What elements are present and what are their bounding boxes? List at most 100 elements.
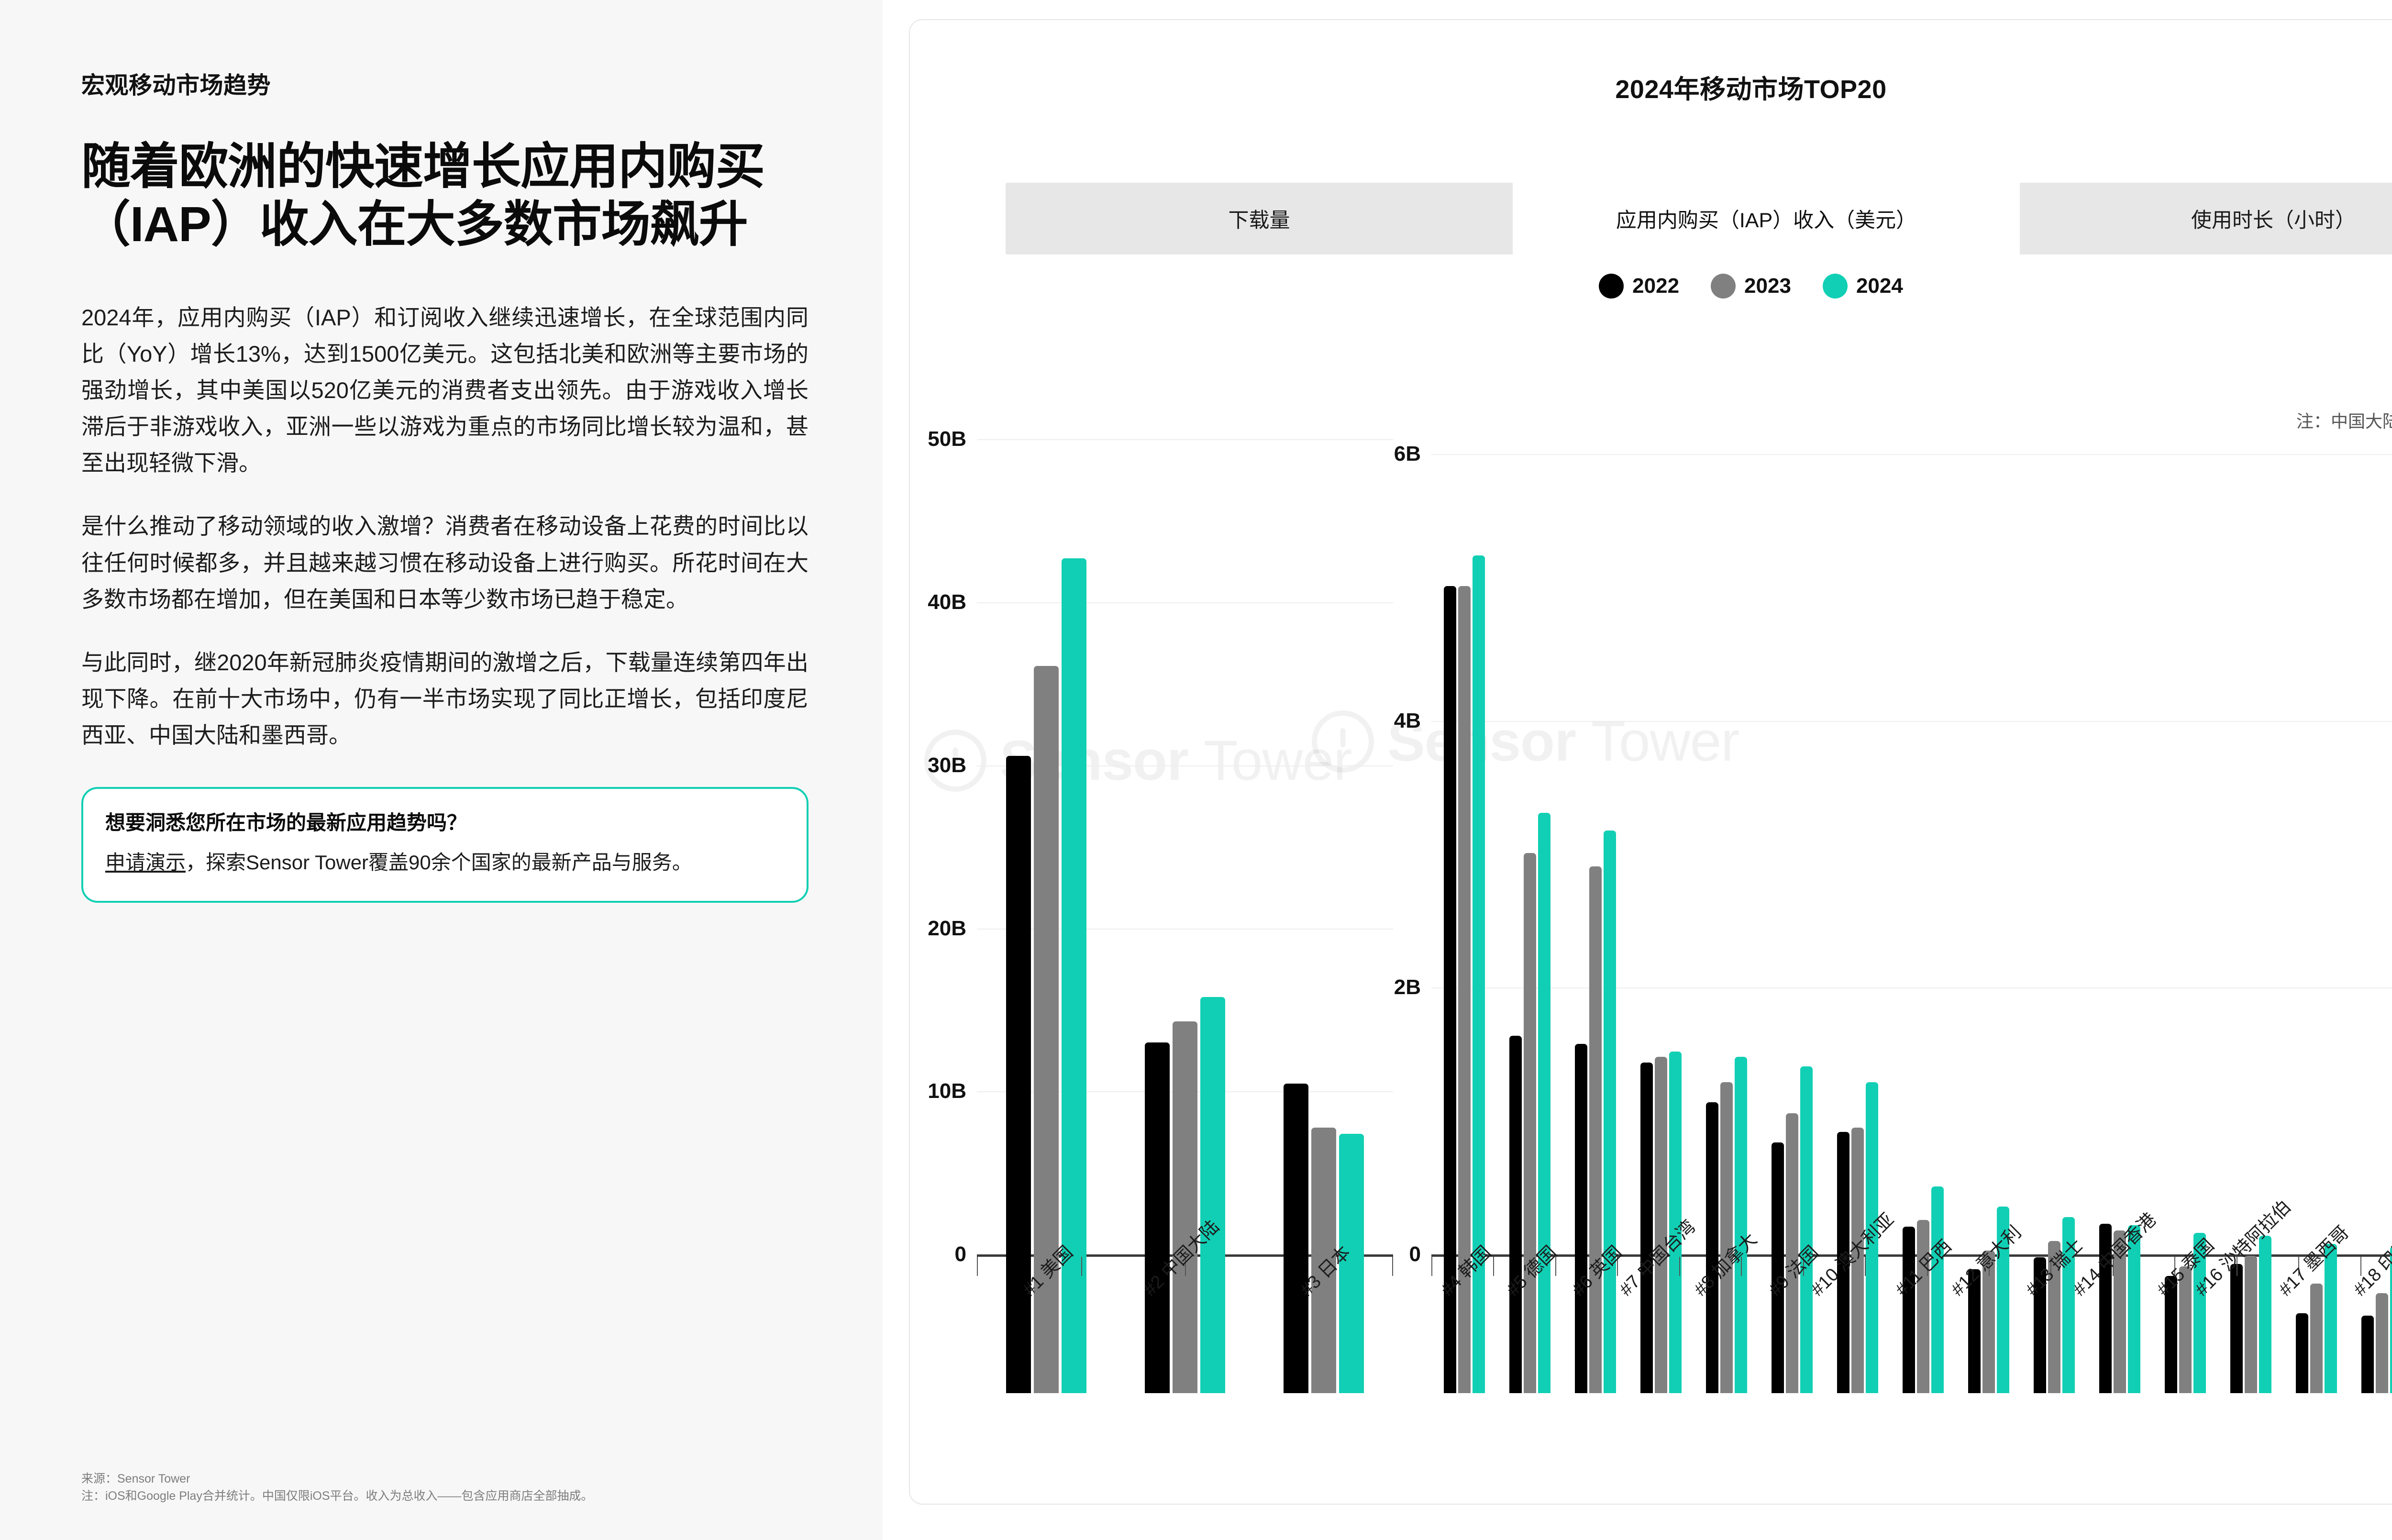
y-axis-tick-label: 2B (1394, 975, 1421, 999)
body-paragraph-3: 与此同时，继2020年新冠肺炎疫情期间的激增之后，下载量连续第四年出现下降。在前… (81, 649, 808, 748)
bar-2022[interactable] (1902, 1226, 1915, 1393)
gridline (1431, 720, 2392, 722)
request-demo-link[interactable]: 申请演示 (105, 851, 186, 874)
x-label-slot: #10 澳大利亚 (1807, 1209, 1898, 1393)
x-axis-tick (1617, 1257, 1679, 1276)
bar-2022[interactable] (1968, 1269, 1981, 1393)
bar-2023[interactable] (1523, 853, 1536, 1393)
cta-box: 想要洞悉您所在市场的最新应用趋势吗？ 申请演示，探索Sensor Tower覆盖… (81, 787, 808, 903)
x-axis-tick (1493, 1257, 1555, 1276)
legend-item-2023: 2023 (1711, 274, 1791, 299)
bar-2022[interactable] (1837, 1131, 1849, 1393)
bar-2024[interactable] (1603, 830, 1616, 1393)
x-label-slot: #12 意大利 (1948, 1222, 2026, 1393)
bar-2023[interactable] (1311, 1127, 1336, 1393)
bar-group (1956, 513, 2022, 1393)
bar-group (2349, 513, 2392, 1393)
chart-note: 注：中国大陆指标仅包含iOS。 (2296, 411, 2392, 431)
body-paragraph-2: 是什么推动了移动领域的收入激增？消费者在移动设备上花费的时间比以往任何时候都多，… (81, 513, 808, 612)
xlabels-top3: #1 美国 #2 中国大陆 #3 日本 (977, 1217, 1393, 1393)
bar-2024[interactable] (2259, 1236, 2272, 1393)
bar-2024[interactable] (1472, 555, 1485, 1393)
bar-2024[interactable] (2062, 1217, 2075, 1393)
bar-2022[interactable] (1006, 755, 1031, 1393)
bar-2022[interactable] (1284, 1083, 1308, 1393)
x-axis-tick (1679, 1257, 1741, 1276)
bar-2023[interactable] (1785, 1113, 1798, 1393)
bar-2024[interactable] (2128, 1225, 2141, 1393)
bar-2024[interactable] (1734, 1057, 1747, 1393)
bar-2022[interactable] (2296, 1313, 2309, 1393)
x-axis-tick (1289, 1257, 1394, 1276)
bar-2024[interactable] (1200, 997, 1225, 1393)
methodology-note: 注：iOS和Google Play合并统计。中国仅限iOS平台。收入为总收入——… (81, 1489, 593, 1503)
bar-2022[interactable] (2230, 1263, 2243, 1393)
y-axis-tick-label: 0 (954, 1242, 966, 1266)
bar-2022[interactable] (1640, 1062, 1653, 1393)
x-axis-tick (1081, 1257, 1185, 1276)
bar-2023[interactable] (2048, 1241, 2061, 1393)
bar-2022[interactable] (2034, 1257, 2047, 1393)
bar-group (1890, 513, 1956, 1393)
bar-2024[interactable] (2193, 1233, 2206, 1393)
tab-time-spent[interactable]: 使用时长（小时） (2020, 183, 2392, 255)
bar-2022[interactable] (1443, 586, 1456, 1393)
bar-2022[interactable] (1145, 1042, 1170, 1393)
bar-2023[interactable] (1034, 666, 1059, 1393)
bar-group (1694, 513, 1759, 1393)
bar-2024[interactable] (1339, 1134, 1364, 1393)
bar-2023[interactable] (1720, 1082, 1733, 1393)
x-axis-tick (1185, 1257, 1289, 1276)
bar-2024[interactable] (2390, 1246, 2392, 1393)
bar-2022[interactable] (1771, 1142, 1784, 1393)
x-axis-tick (977, 1257, 1081, 1276)
x-label-slot: #16 沙特阿拉伯 (2192, 1197, 2295, 1393)
bar-2024[interactable] (1669, 1052, 1682, 1393)
bar-2023[interactable] (1916, 1219, 1929, 1393)
gridline (977, 439, 1393, 441)
chart-legend: 2022 2023 2024 (910, 274, 2392, 299)
x-label-slot: #11 巴西 (1890, 1236, 1956, 1393)
bar-2022[interactable] (1574, 1043, 1587, 1393)
x-label-slot: #1 美国 (977, 1242, 1116, 1393)
bar-2022[interactable] (2165, 1275, 2178, 1393)
tab-downloads[interactable]: 下载量 (1006, 183, 1513, 255)
bar-2024[interactable] (1931, 1186, 1944, 1393)
y-axis-tick-label: 6B (1394, 442, 1421, 466)
bar-2023[interactable] (2310, 1284, 2323, 1393)
y-axis-tick-label: 20B (928, 916, 966, 940)
bar-2022[interactable] (1509, 1035, 1522, 1393)
bar-2023[interactable] (2376, 1293, 2389, 1393)
bar-2023[interactable] (1654, 1057, 1667, 1393)
bar-2023[interactable] (1458, 586, 1471, 1393)
x-label-slot: #17 墨西哥 (2275, 1222, 2353, 1393)
x-axis-tick (2050, 1257, 2112, 1276)
bar-2023[interactable] (2179, 1266, 2192, 1393)
bar-2023[interactable] (1851, 1128, 1864, 1393)
bar-group (2153, 513, 2218, 1393)
bar-2024[interactable] (1538, 813, 1550, 1393)
x-axis-tick (1741, 1257, 1803, 1276)
page-title: 随着欧洲的快速增长应用内购买（IAP）收入在大多数市场飙升 (81, 138, 765, 252)
bar-2024[interactable] (1800, 1066, 1813, 1393)
body-paragraph-1: 2024年，应用内购买（IAP）和订阅收入继续迅速增长，在全球范围内同比（YoY… (81, 304, 808, 476)
tickmarks-top3 (977, 1257, 1393, 1276)
bar-2024[interactable] (1062, 558, 1086, 1393)
bar-2023[interactable] (1589, 866, 1602, 1393)
bar-2023[interactable] (1173, 1021, 1197, 1393)
bar-group (1497, 513, 1562, 1393)
bar-2022[interactable] (1705, 1102, 1718, 1393)
bar-2023[interactable] (2114, 1230, 2126, 1393)
x-axis-tick (1555, 1257, 1617, 1276)
bar-2024[interactable] (2325, 1243, 2337, 1393)
bar-group (2022, 513, 2087, 1393)
bar-2022[interactable] (2361, 1316, 2374, 1393)
y-axis-tick-label: 10B (928, 1079, 966, 1103)
bar-2024[interactable] (1997, 1206, 2010, 1393)
tab-iap-revenue[interactable]: 应用内购买（IAP）收入（美元） (1513, 183, 2020, 255)
bar-groups-top3 (977, 513, 1393, 1393)
bar-2023[interactable] (2245, 1255, 2258, 1393)
bar-2024[interactable] (1865, 1082, 1878, 1393)
y-axis-tick-label: 30B (928, 753, 966, 777)
bar-2022[interactable] (2099, 1223, 2112, 1393)
